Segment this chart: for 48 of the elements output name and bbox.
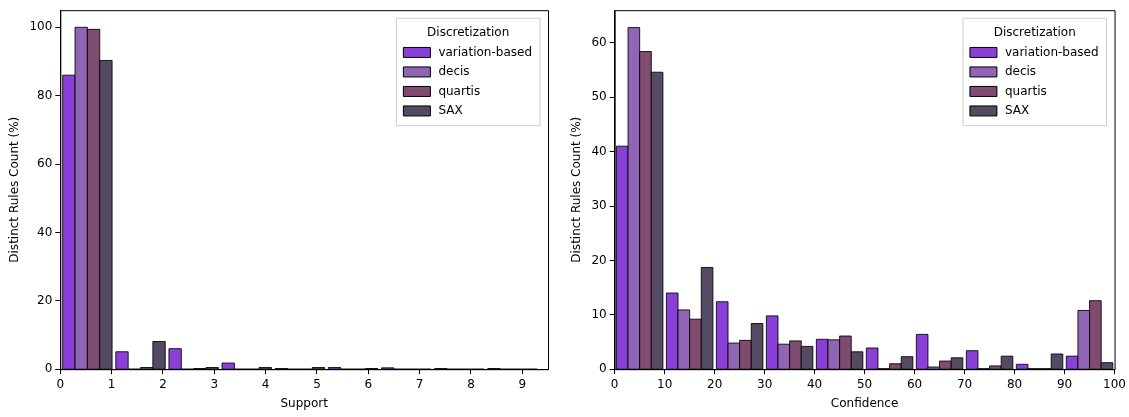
x-tick-label: 90 [1056, 376, 1073, 391]
x-tick-label: 1 [107, 376, 116, 391]
y-tick-label: 0 [44, 361, 53, 376]
legend-label: decis [438, 64, 470, 79]
y-tick-label: 40 [37, 224, 53, 239]
x-tick-label: 10 [657, 376, 673, 391]
legend-label: decis [1004, 64, 1037, 79]
y-tick-label: 30 [591, 198, 607, 213]
x-tick-label: 80 [1006, 376, 1023, 391]
y-tick-label: 20 [37, 292, 53, 307]
y-tick-label: 0 [599, 361, 607, 376]
y-tick-label: 10 [591, 306, 607, 321]
y-tick-label: 20 [591, 252, 607, 267]
x-tick-label: 9 [518, 376, 527, 391]
x-tick-label: 100 [1103, 376, 1126, 391]
x-tick-label: 20 [707, 376, 723, 391]
legend-title: Discretization [427, 25, 510, 40]
x-tick-label: 5 [313, 376, 321, 391]
x-tick-label: 30 [756, 376, 773, 391]
legend-label: variation-based [1004, 44, 1099, 59]
y-tick-label: 40 [591, 143, 607, 158]
y-tick-label: 80 [37, 87, 53, 102]
x-tick-label: 2 [159, 376, 167, 391]
x-tick-label: 70 [956, 376, 973, 391]
y-tick-label: 50 [591, 89, 607, 104]
x-tick-label: 0 [56, 376, 65, 391]
y-tick-label: 60 [37, 156, 53, 171]
y-tick-label: 100 [29, 19, 53, 34]
x-tick-label: 7 [415, 376, 424, 391]
x-tick-label: 8 [467, 376, 475, 391]
legend-label: quartis [1004, 83, 1047, 98]
legend-label: variation-based [438, 44, 533, 59]
x-tick-label: 3 [210, 376, 219, 391]
x-tick-label: 40 [806, 376, 823, 391]
legend-label: quartis [438, 83, 481, 98]
y-tick-label: 60 [591, 34, 607, 49]
x-tick-label: 50 [856, 376, 873, 391]
x-tick-label: 6 [364, 376, 373, 391]
y-axis-title: Distinct Rules Count (%) [569, 116, 584, 263]
legend-title: Discretization [993, 25, 1076, 40]
x-axis-title: Support [280, 395, 329, 410]
x-axis-title: Confidence [830, 395, 899, 410]
x-tick-label: 4 [261, 376, 270, 391]
legend-label: SAX [1004, 103, 1030, 118]
x-tick-label: 0 [610, 376, 619, 391]
x-tick-label: 60 [906, 376, 923, 391]
legend-label: SAX [438, 103, 463, 118]
y-axis-title: Distinct Rules Count (%) [7, 116, 22, 263]
